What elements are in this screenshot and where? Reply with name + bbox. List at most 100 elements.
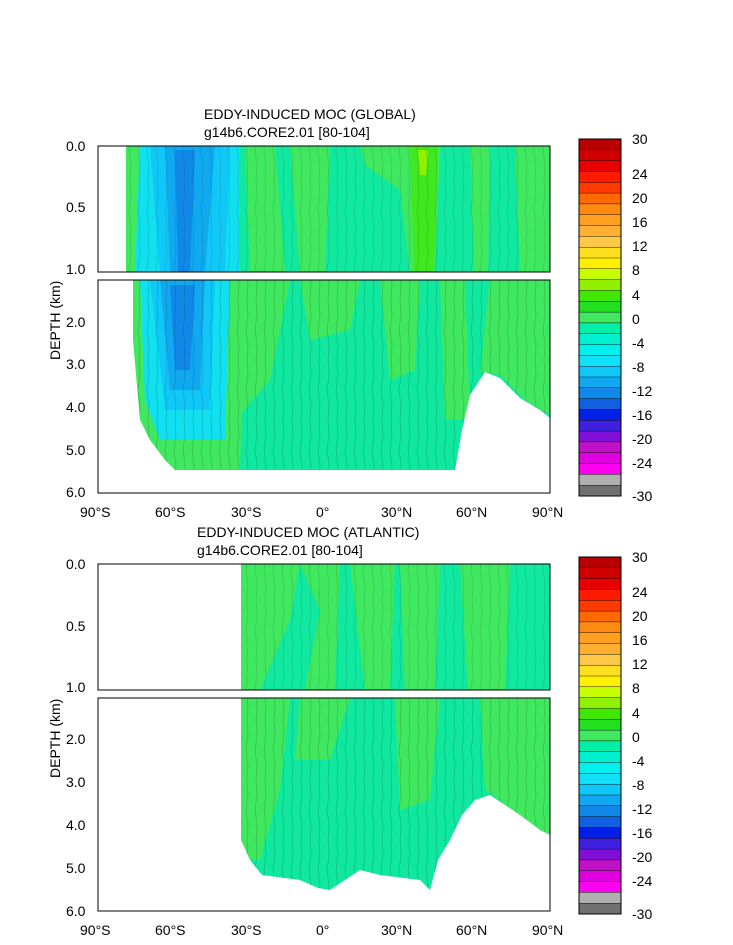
colorbar-swatch bbox=[578, 870, 622, 882]
colorbar-swatch bbox=[578, 589, 622, 601]
colorbar-label: -24 bbox=[632, 455, 652, 471]
colorbar-swatch bbox=[578, 740, 622, 753]
colorbar-label: 12 bbox=[632, 238, 648, 254]
colorbar-swatch bbox=[578, 430, 622, 443]
colorbar-swatch bbox=[578, 257, 622, 270]
colorbar-label: 8 bbox=[632, 262, 640, 278]
colorbar-label: 24 bbox=[632, 166, 648, 182]
global-ytick-4: 3.0 bbox=[66, 356, 86, 372]
atlantic-colorbar: 30 24 20 16 12 8 4 0 -4 -8 -12 -16 -20 -24 -30 bbox=[578, 549, 652, 922]
global-ylabel: DEPTH (km) bbox=[47, 281, 63, 360]
colorbar-label: 30 bbox=[632, 131, 648, 147]
atlantic-ytick-4: 3.0 bbox=[66, 774, 86, 790]
colorbar-label: -12 bbox=[632, 801, 652, 817]
colorbar-label: -24 bbox=[632, 873, 652, 889]
colorbar-swatch bbox=[578, 279, 622, 291]
colorbar-swatch bbox=[578, 610, 622, 623]
colorbar-label: -12 bbox=[632, 383, 652, 399]
atlantic-ytick-0: 0.0 bbox=[66, 556, 86, 572]
colorbar-swatch bbox=[578, 838, 622, 850]
colorbar-frame bbox=[578, 138, 622, 497]
colorbar-label: 20 bbox=[632, 608, 648, 624]
colorbar-label: 4 bbox=[632, 287, 640, 303]
global-xtick-3: 0° bbox=[316, 504, 329, 520]
colorbar-swatch bbox=[578, 409, 622, 421]
colorbar-swatch bbox=[578, 902, 622, 915]
colorbar-label: 12 bbox=[632, 656, 648, 672]
colorbar-swatch bbox=[578, 578, 622, 590]
global-xtick-0: 90°S bbox=[80, 504, 111, 520]
atlantic-ytick-6: 5.0 bbox=[66, 860, 86, 876]
atlantic-xtick-2: 30°S bbox=[231, 922, 262, 938]
atlantic-ytick-3: 2.0 bbox=[66, 731, 86, 747]
colorbar-label: 24 bbox=[632, 584, 648, 600]
colorbar-swatch bbox=[578, 333, 622, 345]
colorbar-swatch bbox=[578, 881, 622, 893]
colorbar-label: -8 bbox=[632, 359, 645, 375]
colorbar-swatch bbox=[578, 686, 622, 699]
colorbar-swatch bbox=[578, 567, 622, 580]
colorbar-swatch bbox=[578, 420, 622, 432]
colorbar-label: 20 bbox=[632, 190, 648, 206]
global-ytick-7: 6.0 bbox=[66, 484, 86, 500]
colorbar-swatch bbox=[578, 138, 622, 151]
global-ytick-6: 5.0 bbox=[66, 442, 86, 458]
atlantic-title: EDDY-INDUCED MOC (ATLANTIC) bbox=[197, 524, 419, 540]
colorbar-swatch bbox=[578, 697, 622, 709]
colorbar-swatch bbox=[578, 398, 622, 410]
colorbar-label: 8 bbox=[632, 680, 640, 696]
global-xtick-1: 60°S bbox=[155, 504, 186, 520]
colorbar-swatch bbox=[578, 344, 622, 356]
colorbar-swatch bbox=[578, 762, 622, 774]
colorbar-swatch bbox=[578, 301, 622, 313]
colorbar-swatch bbox=[578, 192, 622, 205]
colorbar-swatch bbox=[578, 621, 622, 634]
colorbar-swatch bbox=[578, 149, 622, 162]
global-x-axis: 90°S 60°S 30°S 0° 30°N 60°N 90°N bbox=[80, 504, 563, 520]
colorbar-swatch bbox=[578, 311, 622, 324]
colorbar-frame bbox=[578, 556, 622, 915]
colorbar-swatch bbox=[578, 773, 622, 785]
colorbar-label: -4 bbox=[632, 335, 645, 351]
atlantic-panel: EDDY-INDUCED MOC (ATLANTIC) g14b6.CORE2.… bbox=[47, 524, 652, 938]
colorbar-label: 16 bbox=[632, 214, 648, 230]
global-subtitle: g14b6.CORE2.01 [80-104] bbox=[204, 124, 370, 140]
colorbar-swatch bbox=[578, 751, 622, 763]
colorbar-swatch bbox=[578, 859, 622, 872]
colorbar-label: 0 bbox=[632, 311, 640, 327]
global-ytick-5: 4.0 bbox=[66, 399, 86, 415]
atlantic-xtick-3: 0° bbox=[316, 922, 329, 938]
global-upper-field bbox=[126, 146, 550, 272]
atlantic-x-axis: 90°S 60°S 30°S 0° 30°N 60°N 90°N bbox=[80, 922, 563, 938]
global-xtick-6: 90°N bbox=[532, 504, 563, 520]
global-ytick-3: 2.0 bbox=[66, 314, 86, 330]
colorbar-swatch bbox=[578, 708, 622, 720]
colorbar-swatch bbox=[578, 246, 622, 259]
atlantic-xtick-0: 90°S bbox=[80, 922, 111, 938]
colorbar-swatch bbox=[578, 664, 622, 677]
atlantic-subtitle: g14b6.CORE2.01 [80-104] bbox=[197, 542, 363, 558]
colorbar-swatch bbox=[578, 376, 622, 389]
colorbar-swatch bbox=[578, 719, 622, 731]
colorbar-swatch bbox=[578, 794, 622, 807]
global-ytick-2: 1.0 bbox=[66, 261, 86, 277]
colorbar-swatch bbox=[578, 182, 622, 194]
atlantic-ytick-7: 6.0 bbox=[66, 903, 86, 919]
colorbar-swatch bbox=[578, 214, 622, 226]
colorbar-label: 16 bbox=[632, 632, 648, 648]
colorbar-label: -16 bbox=[632, 825, 652, 841]
atlantic-ylabel: DEPTH (km) bbox=[47, 699, 63, 778]
global-xtick-5: 60°N bbox=[456, 504, 487, 520]
colorbar-swatch bbox=[578, 729, 622, 742]
global-y-axis: 0.0 0.5 1.0 2.0 3.0 4.0 5.0 6.0 DEPTH (k… bbox=[47, 138, 86, 500]
colorbar-swatch bbox=[578, 892, 622, 904]
colorbar-swatch bbox=[578, 600, 622, 612]
colorbar-swatch bbox=[578, 452, 622, 464]
colorbar-label: -20 bbox=[632, 849, 652, 865]
colorbar-label: -30 bbox=[632, 488, 652, 504]
colorbar-swatch bbox=[578, 365, 622, 378]
colorbar-swatch bbox=[578, 441, 622, 454]
colorbar-label: -30 bbox=[632, 906, 652, 922]
colorbar-swatch bbox=[578, 827, 622, 839]
